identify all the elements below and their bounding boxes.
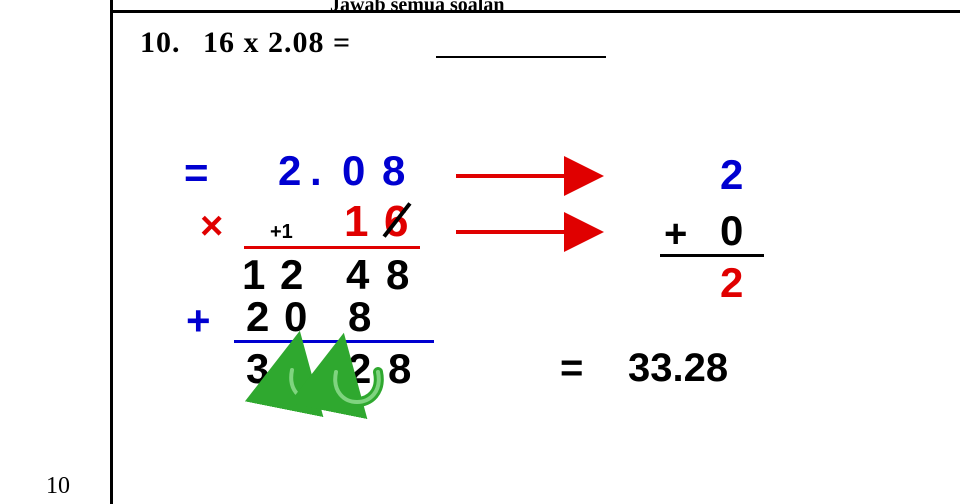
work-glyph: + <box>186 300 211 342</box>
work-glyph: 2 <box>720 262 743 304</box>
work-glyph: 8 <box>386 254 409 296</box>
work-glyph: 33.28 <box>628 348 728 388</box>
page-number: 10 <box>46 473 70 500</box>
work-glyph: 8 <box>348 296 371 338</box>
work-glyph: 4 <box>346 254 369 296</box>
work-glyph: 3 <box>284 348 307 390</box>
work-glyph: . <box>320 348 332 390</box>
work-glyph: 2 <box>278 150 301 192</box>
work-glyph: = <box>560 348 583 388</box>
answer-blank <box>436 56 606 58</box>
instruction-header: Jawab semua soalan <box>330 0 504 17</box>
work-glyph: +1 <box>270 222 293 242</box>
work-glyph: 2 <box>348 348 371 390</box>
work-glyph: 0 <box>284 296 307 338</box>
question-number: 10. <box>140 26 181 59</box>
question-line: 10. 16 x 2.08 = <box>140 26 351 60</box>
work-glyph: + <box>664 214 687 254</box>
work-glyph: 3 <box>246 348 269 390</box>
page-border-top <box>110 10 960 13</box>
arrows-layer <box>0 0 960 504</box>
work-glyph: 0 <box>720 210 743 252</box>
work-glyph: 2 <box>246 296 269 338</box>
work-glyph: × <box>200 206 223 246</box>
work-glyph: 8 <box>382 150 405 192</box>
horizontal-rule <box>244 246 420 249</box>
work-glyph: 1 <box>344 200 368 244</box>
horizontal-rule <box>660 254 764 257</box>
work-glyph: 1 <box>242 254 265 296</box>
work-glyph: . <box>310 150 322 192</box>
work-glyph: 2 <box>720 154 743 196</box>
work-glyph: 8 <box>388 348 411 390</box>
work-glyph: 0 <box>342 150 365 192</box>
question-expression: 16 x 2.08 = <box>203 26 351 59</box>
page-border-left <box>110 0 113 504</box>
work-glyph: 2 <box>280 254 303 296</box>
horizontal-rule <box>234 340 434 343</box>
work-glyph: = <box>184 152 209 194</box>
